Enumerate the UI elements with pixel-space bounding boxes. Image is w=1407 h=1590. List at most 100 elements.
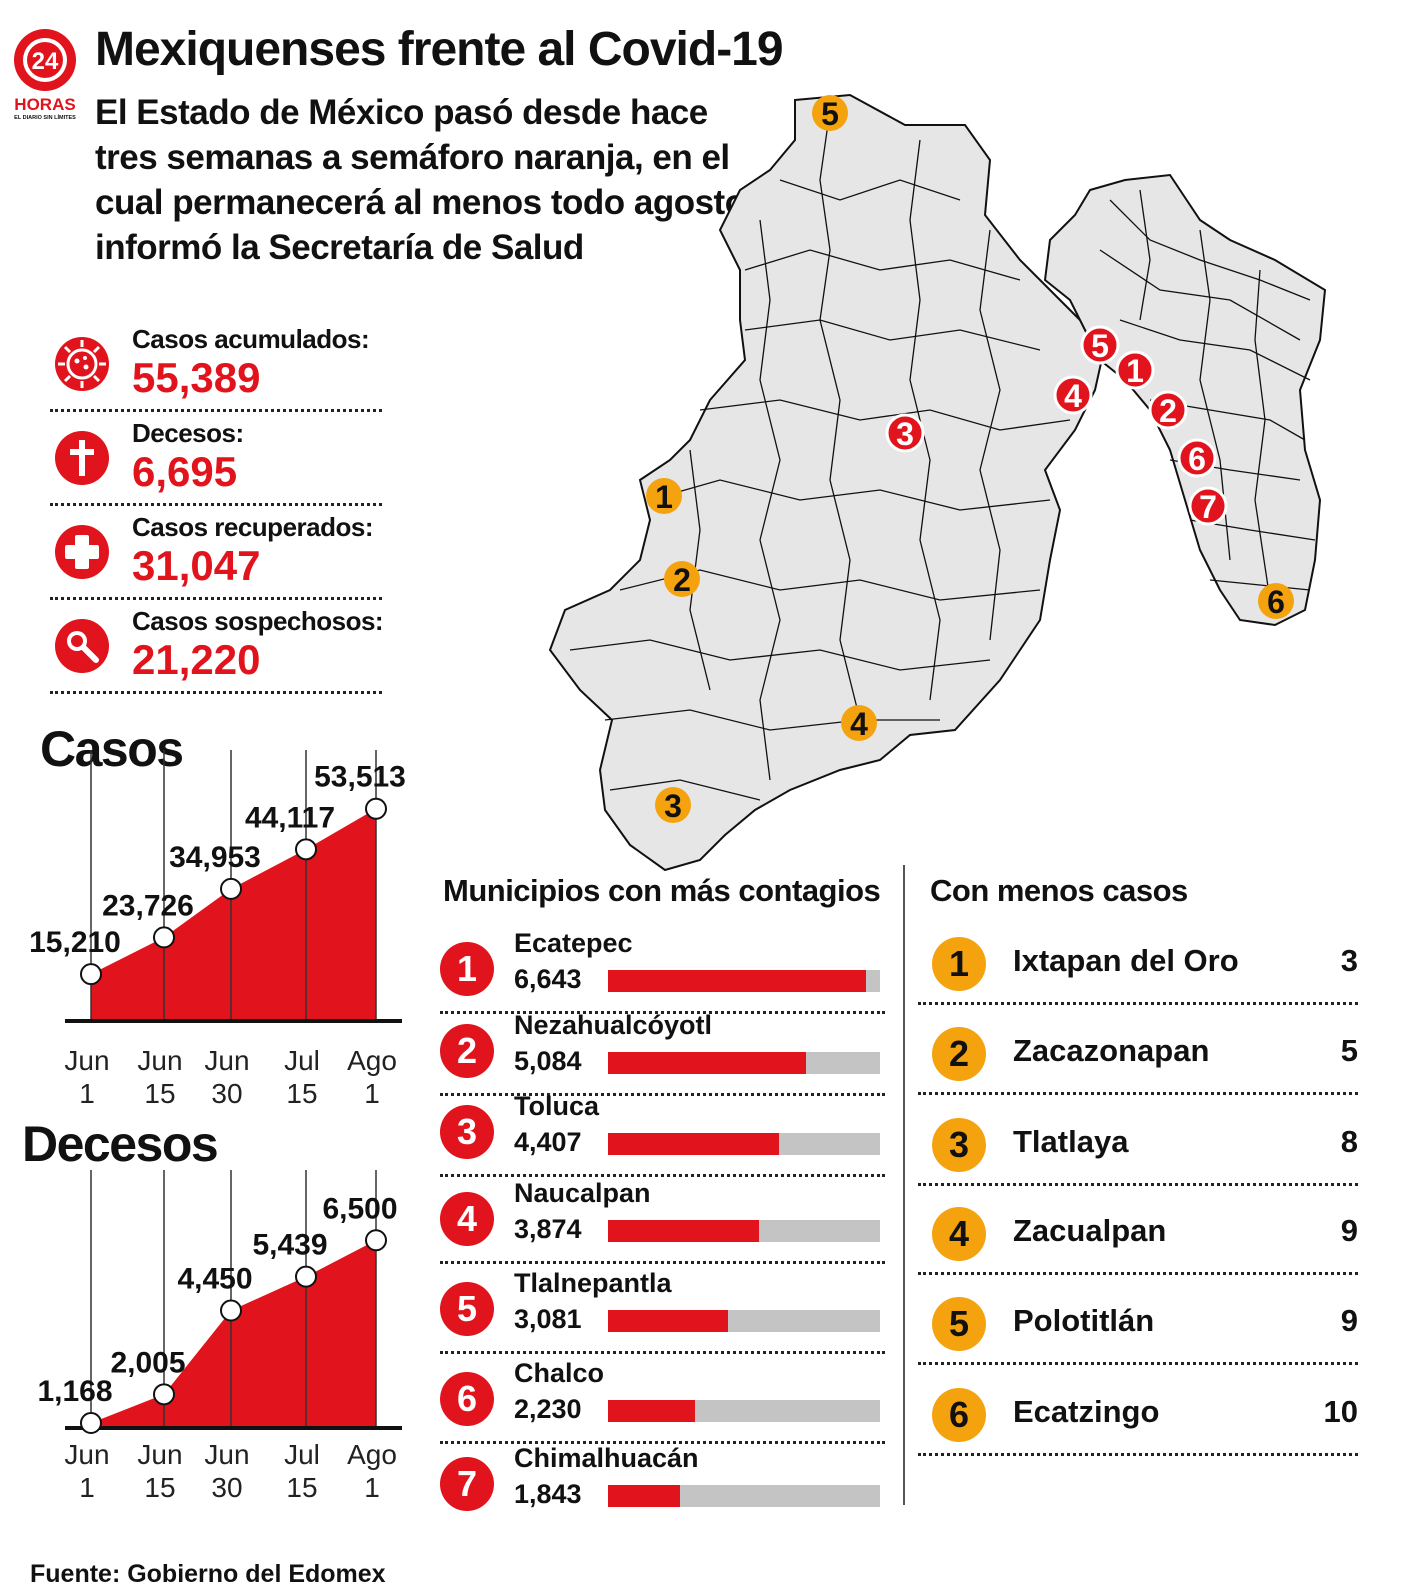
- casos-tick-label: Jul: [284, 1045, 320, 1076]
- bar-fill: [608, 1133, 780, 1155]
- casos-tick-label: 15: [144, 1078, 175, 1109]
- map-marker-label: 5: [821, 96, 839, 132]
- divider: [918, 1002, 1358, 1005]
- top-list-title: Municipios con más contagios: [443, 873, 881, 908]
- stat-value: 55,389: [132, 354, 261, 401]
- stat-label: Casos acumulados:: [132, 324, 370, 354]
- municipality-name: Tlalnepantla: [514, 1268, 672, 1298]
- page-subtitle: El Estado de México pasó desde hace tres…: [95, 93, 755, 267]
- municipality-name: Ixtapan del Oro: [1013, 943, 1239, 978]
- divider: [918, 1362, 1358, 1365]
- municipality-name: Tlatlaya: [1013, 1124, 1129, 1159]
- stat-casos-sospechosos: Casos sospechosos: 21,220: [50, 600, 384, 694]
- municipality-cases: 1,843: [514, 1479, 582, 1509]
- map-marker-label: 1: [655, 479, 673, 515]
- municipality-row: 2 Nezahualcóyotl 5,084: [440, 1010, 885, 1100]
- map-svg: 5 1 4 2 3 6 7 5 1 2 6 4 3: [548, 93, 1327, 872]
- municipality-row: 1 Ecatepec 6,643: [440, 928, 885, 1018]
- magnifier-icon: [55, 619, 109, 673]
- decesos-point: [295, 1265, 317, 1288]
- rank-badge: 2: [932, 1027, 986, 1081]
- map-marker-label: 3: [664, 788, 682, 824]
- casos-point: [365, 797, 387, 820]
- stat-value: 31,047: [132, 542, 261, 589]
- decesos-value-label: 5,439: [252, 1229, 327, 1262]
- cross-icon: [55, 431, 109, 485]
- rank-badge: 6: [440, 1372, 494, 1426]
- casos-point: [220, 877, 242, 900]
- medical-cross-icon: [55, 525, 109, 579]
- map-marker-label: 1: [1126, 353, 1144, 389]
- stat-casos-recuperados: Casos recuperados: 31,047: [50, 506, 382, 600]
- bar-track: [608, 1310, 880, 1332]
- chart-title-decesos: Decesos: [22, 1116, 219, 1172]
- casos-tick-label: 1: [79, 1078, 95, 1109]
- rank-badge: 5: [932, 1297, 986, 1351]
- stat-casos-acumulados: Casos acumulados: 55,389: [50, 318, 382, 412]
- municipality-name: Ecatzingo: [1013, 1394, 1160, 1429]
- municipality-name: Chimalhuacán: [514, 1443, 699, 1473]
- bar-fill: [608, 1052, 806, 1074]
- bar-track: [608, 1400, 880, 1422]
- rank-badge: 2: [440, 1024, 494, 1078]
- casos-value-label: 15,210: [29, 926, 121, 959]
- casos-value-label: 53,513: [314, 761, 406, 794]
- divider: [918, 1453, 1358, 1456]
- municipality-name: Zacazonapan: [1013, 1033, 1210, 1068]
- casos-tick-label: 30: [211, 1078, 242, 1109]
- stat-label: Casos recuperados:: [132, 512, 373, 542]
- stat-value: 6,695: [132, 448, 238, 495]
- decesos-tick-label: 15: [286, 1472, 317, 1503]
- municipality-name: Ecatepec: [514, 928, 633, 958]
- divider: [440, 1351, 885, 1354]
- logo-word: HORAS: [14, 95, 75, 114]
- rank-badge: 4: [440, 1192, 494, 1246]
- chart-title-casos: Casos: [40, 721, 184, 777]
- municipality-row: 7 Chimalhuacán 1,843: [440, 1443, 885, 1533]
- rank-badge: 6: [932, 1388, 986, 1442]
- rank-badge: 1: [932, 937, 986, 991]
- casos-tick-label: Jun: [204, 1045, 249, 1076]
- low-municipality-row: 6 Ecatzingo 10: [918, 1378, 1358, 1468]
- municipality-cases: 4,407: [514, 1127, 582, 1157]
- map-marker-label: 6: [1267, 584, 1285, 620]
- decesos-point: [80, 1412, 102, 1434]
- municipality-name: Zacualpan: [1013, 1213, 1167, 1248]
- map-markers-orange: 5 1 2 6 4 3: [646, 95, 1294, 824]
- bar-fill: [608, 1310, 728, 1332]
- map-marker-label: 5: [1091, 328, 1109, 364]
- divider: [918, 1183, 1358, 1186]
- rank-badge: 7: [440, 1457, 494, 1511]
- bar-track: [608, 1485, 880, 1507]
- state-map: 5 1 4 2 3 6 7 5 1 2 6 4 3: [540, 80, 1340, 880]
- municipality-count: 5: [1340, 1033, 1358, 1068]
- bar-track: [608, 970, 880, 992]
- map-marker-label: 6: [1188, 441, 1206, 477]
- map-marker-label: 2: [673, 562, 691, 598]
- source-note: Fuente: Gobierno del Edomex: [30, 1560, 386, 1588]
- decesos-tick-label: 1: [79, 1472, 95, 1503]
- low-municipality-row: 1 Ixtapan del Oro 3: [918, 927, 1358, 1017]
- low-municipality-row: 3 Tlatlaya 8: [918, 1108, 1358, 1198]
- map-marker-label: 4: [850, 706, 868, 742]
- map-marker-label: 7: [1199, 489, 1217, 525]
- decesos-tick-label: Jun: [204, 1439, 249, 1470]
- decesos-value-label: 1,168: [37, 1375, 112, 1408]
- casos-tick-label: 1: [364, 1078, 380, 1109]
- map-east-region: [1043, 173, 1327, 627]
- casos-value-label: 44,117: [245, 801, 335, 834]
- stat-decesos: Decesos: 6,695: [50, 412, 382, 506]
- municipality-count: 8: [1340, 1124, 1358, 1159]
- municipality-name: Naucalpan: [514, 1178, 651, 1208]
- divider: [50, 597, 382, 600]
- municipality-cases: 5,084: [514, 1046, 582, 1076]
- low-municipality-row: 2 Zacazonapan 5: [918, 1017, 1358, 1107]
- municipality-name: Chalco: [514, 1358, 605, 1388]
- casos-point: [295, 838, 317, 861]
- municipality-name: Toluca: [514, 1091, 600, 1121]
- bar-track: [608, 1220, 880, 1242]
- municipality-cases: 6,643: [514, 964, 582, 994]
- column-divider: [903, 865, 905, 1505]
- decesos-tick-label: Ago: [347, 1439, 397, 1470]
- stat-value: 21,220: [132, 636, 261, 683]
